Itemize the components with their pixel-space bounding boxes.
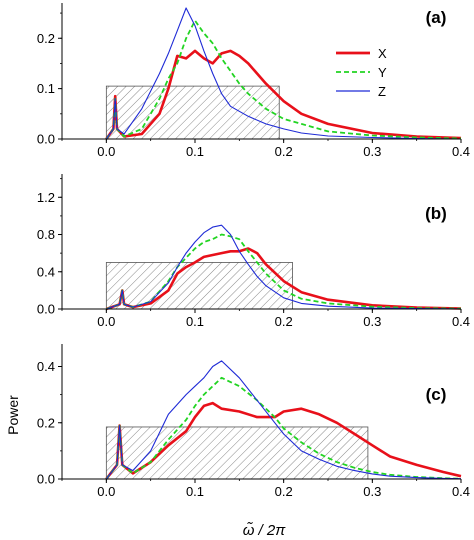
x-tick-label: 0.1: [186, 144, 204, 159]
x-tick-label: 0.4: [452, 144, 470, 159]
chart-panel-1: 0.0 0.1 0.2 0.3 0.4 0.0 0.1 0.2 (a): [37, 3, 470, 159]
panel-label: (a): [426, 8, 447, 27]
y-tick-label: 0.1: [37, 81, 55, 96]
x-tick-label: 0.3: [363, 484, 381, 499]
x-tick-label: 0.3: [363, 314, 381, 329]
x-tick-label: 0.2: [275, 314, 293, 329]
x-tick-label: 0.2: [275, 144, 293, 159]
legend-label-y: Y: [378, 65, 387, 80]
x-tick-label: 0.4: [452, 484, 470, 499]
y-tick-label: 0.4: [37, 359, 55, 374]
x-tick-label: 0.2: [275, 484, 293, 499]
panel-label: (b): [425, 204, 447, 223]
x-tick-label: 0.1: [186, 484, 204, 499]
series-line-y: [105, 19, 462, 140]
x-axis-label: ω̃ / 2π: [243, 522, 287, 539]
x-tick-label: 0.0: [97, 144, 115, 159]
x-tick-label: 0.4: [452, 314, 470, 329]
shaded-band: [105, 85, 280, 140]
x-tick-label: 0.3: [363, 144, 381, 159]
shaded-band: [105, 262, 293, 310]
series-line-z: [105, 360, 462, 480]
shaded-band: [105, 426, 369, 480]
y-tick-label: 0.8: [37, 227, 55, 242]
y-tick-label: 0.0: [37, 472, 55, 487]
panel-label: (c): [426, 385, 447, 404]
y-tick-label: 1.2: [37, 190, 55, 205]
x-tick-label: 0.0: [97, 314, 115, 329]
chart-panel-3: 0.0 0.1 0.2 0.3 0.4 0.0 0.2 0.4 (c): [37, 344, 470, 499]
series-line-x: [105, 401, 462, 480]
legend-label-x: X: [378, 46, 387, 61]
series-line-z: [105, 7, 462, 140]
chart-panel-2: 0.0 0.1 0.2 0.3 0.4 0.0 0.4 0.8 1.2 (b): [37, 174, 470, 329]
legend: XYZ: [336, 46, 387, 99]
y-tick-label: 0.4: [37, 264, 55, 279]
series-line-z: [106, 224, 462, 310]
y-axis-label: Power: [5, 395, 21, 435]
y-tick-label: 0.2: [37, 415, 55, 430]
y-tick-label: 0.0: [37, 302, 55, 317]
y-tick-label: 0.0: [37, 132, 55, 147]
x-tick-label: 0.1: [186, 314, 204, 329]
y-tick-label: 0.2: [37, 31, 55, 46]
x-tick-label: 0.0: [97, 484, 115, 499]
legend-label-z: Z: [378, 84, 386, 99]
